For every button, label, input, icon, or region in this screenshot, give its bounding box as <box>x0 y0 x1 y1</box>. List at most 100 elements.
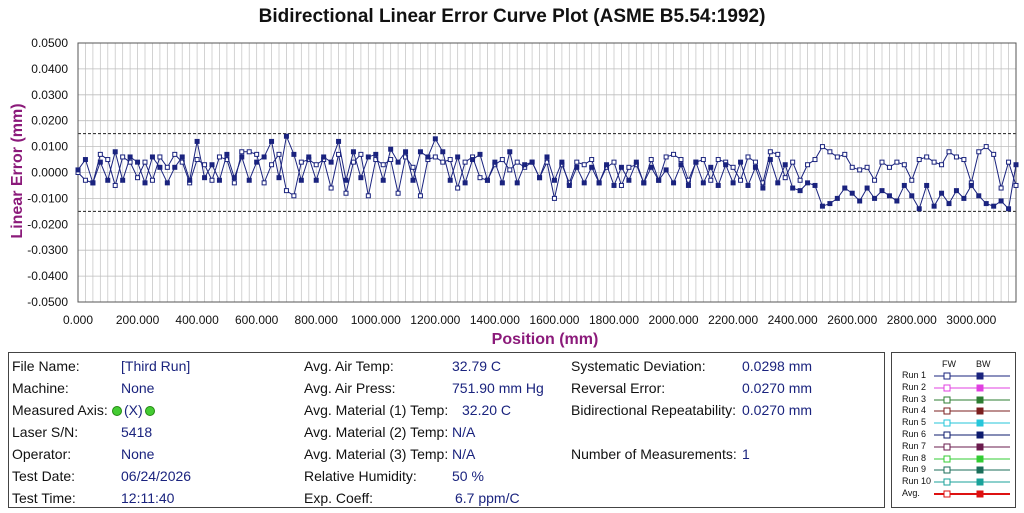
data-point-bw <box>939 190 945 196</box>
data-point-fw <box>298 159 304 165</box>
data-point-bw <box>953 188 959 194</box>
data-point-bw <box>142 180 148 186</box>
x-tick-label: 1400.000 <box>470 313 520 327</box>
data-point-bw <box>164 180 170 186</box>
exp-coeff-value: 6.7 ppm/C <box>455 490 520 506</box>
test-date-value: 06/24/2026 <box>121 468 192 484</box>
y-tick-label: -0.0400 <box>27 269 68 283</box>
data-point-fw <box>365 193 371 199</box>
material-3-temp-label: Avg. Material (3) Temp: <box>304 446 449 462</box>
data-point-bw <box>410 177 416 183</box>
data-point-fw <box>477 175 483 181</box>
legend-run-swatch <box>934 455 1010 463</box>
data-point-fw <box>149 177 155 183</box>
data-point-fw <box>738 177 744 183</box>
data-point-fw <box>254 151 260 157</box>
data-point-bw <box>477 151 483 157</box>
data-point-fw <box>827 149 833 155</box>
y-tick-label: 0.0300 <box>31 88 68 102</box>
legend-run-label: Run 6 <box>902 429 927 439</box>
data-point-bw <box>656 177 662 183</box>
data-point-bw <box>298 177 304 183</box>
data-point-bw <box>752 164 758 170</box>
data-point-fw <box>581 162 587 168</box>
data-point-bw <box>968 182 974 188</box>
data-point-fw <box>805 162 811 168</box>
data-point-bw <box>231 175 237 181</box>
data-point-bw <box>283 133 289 139</box>
data-point-bw <box>618 164 624 170</box>
data-point-bw <box>842 185 848 191</box>
data-point-bw <box>1013 162 1019 168</box>
data-point-fw <box>291 193 297 199</box>
data-point-fw <box>1006 159 1012 165</box>
data-point-bw <box>425 154 431 160</box>
data-point-bw <box>403 149 409 155</box>
data-point-bw <box>790 185 796 191</box>
run-legend: FW BW Run 1 Run 2 Run 3 Run 4 Run 5 Run 6 Run … <box>891 352 1016 508</box>
data-point-bw <box>1006 206 1012 212</box>
data-point-fw <box>775 151 781 157</box>
x-tick-label: 2400.000 <box>768 313 818 327</box>
data-point-fw <box>135 175 141 181</box>
x-tick-label: 2800.000 <box>887 313 937 327</box>
data-point-fw <box>961 157 967 163</box>
data-point-bw <box>239 154 245 160</box>
measurement-count-value: 1 <box>742 446 750 462</box>
data-point-bw <box>834 195 840 201</box>
chart-plot: 0.0500 0.0400 0.0300 0.0200 0.0100 0.0000 -0.0… <box>27 36 1019 327</box>
y-tick-label: 0.0400 <box>31 62 68 76</box>
data-point-fw <box>901 162 907 168</box>
legend-run-label: Run 5 <box>902 417 927 428</box>
data-point-bw <box>432 136 438 142</box>
data-point-bw <box>767 157 773 163</box>
data-point-bw <box>685 182 691 188</box>
data-point-fw <box>700 157 706 163</box>
data-point-bw <box>484 177 490 183</box>
x-tick-label: 2200.000 <box>708 313 758 327</box>
data-point-bw <box>946 201 952 207</box>
legend-run-swatch <box>934 466 1010 474</box>
test-time-value: 12:11:40 <box>121 490 175 506</box>
data-point-bw <box>105 177 111 183</box>
x-axis-label: Position (mm) <box>491 331 599 348</box>
legend-run-label: Run 2 <box>902 381 927 392</box>
data-point-bw <box>849 190 855 196</box>
data-point-bw <box>313 177 319 183</box>
data-point-fw <box>931 159 937 165</box>
data-point-bw <box>671 180 677 186</box>
data-point-fw <box>343 190 349 196</box>
data-point-bw <box>455 154 461 160</box>
data-point-bw <box>894 198 900 204</box>
data-point-bw <box>998 198 1004 204</box>
legend-run-swatch <box>934 396 1010 404</box>
humidity-value: 50 % <box>452 468 484 484</box>
systematic-deviation-label: Systematic Deviation: <box>571 358 706 374</box>
y-tick-label: -0.0100 <box>27 191 68 205</box>
x-tick-label: 1800.000 <box>589 313 639 327</box>
data-point-fw <box>909 177 915 183</box>
data-point-bw <box>715 182 721 188</box>
machine-label: Machine: <box>12 380 69 396</box>
data-point-bw <box>75 167 81 173</box>
data-point-bw <box>269 138 275 144</box>
test-info-panel: File Name: [Third Run] Machine: None Mea… <box>8 352 885 508</box>
x-tick-label: 2000.000 <box>649 313 699 327</box>
data-point-fw <box>708 177 714 183</box>
operator-label: Operator: <box>12 446 72 462</box>
test-date-label: Test Date: <box>12 468 76 484</box>
data-point-bw <box>901 182 907 188</box>
data-point-bw <box>886 193 892 199</box>
data-point-fw <box>380 162 386 168</box>
data-point-bw <box>611 182 617 188</box>
data-point-fw <box>953 154 959 160</box>
file-name-value: [Third Run] <box>121 358 191 374</box>
data-point-bw <box>350 149 356 155</box>
data-point-fw <box>336 151 342 157</box>
legend-run-label: Run 3 <box>902 393 927 404</box>
measured-axis-value: (X) <box>110 402 157 418</box>
data-point-bw <box>633 159 639 165</box>
data-point-bw <box>202 175 208 181</box>
x-tick-label: 1200.000 <box>410 313 460 327</box>
data-point-fw <box>499 157 505 163</box>
